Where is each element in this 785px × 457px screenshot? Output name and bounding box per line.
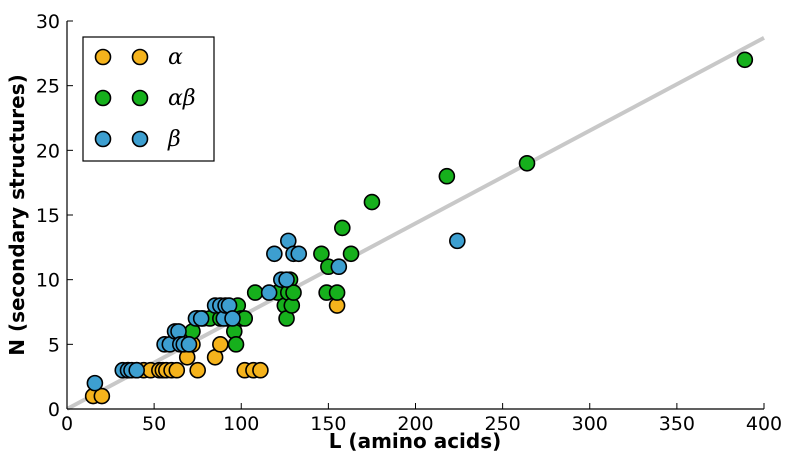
- legend-marker: [131, 48, 149, 66]
- data-point-series-1: [189, 361, 206, 379]
- legend-marker: [94, 48, 112, 66]
- legend: α αβ β: [82, 36, 215, 162]
- x-tick-label: 100: [223, 413, 259, 435]
- data-point-series-1: [168, 361, 186, 379]
- x-tick-label: 50: [142, 413, 166, 435]
- data-point-series-3: [86, 374, 104, 392]
- data-point-series-2: [246, 284, 264, 301]
- data-point-series-3: [266, 245, 283, 263]
- data-point-series-2: [328, 284, 346, 301]
- y-tick-label: 5: [48, 334, 60, 356]
- legend-marker: [131, 130, 149, 148]
- y-tick-label: 30: [36, 11, 60, 33]
- legend-marker: [94, 89, 112, 107]
- legend-label: β: [167, 127, 181, 152]
- data-point-series-1: [93, 387, 111, 405]
- data-point-series-3: [278, 271, 295, 288]
- data-point-series-2: [227, 336, 245, 353]
- y-tick-label: 0: [48, 399, 60, 421]
- data-point-series-3: [260, 284, 278, 301]
- x-tick-label: 150: [310, 413, 346, 435]
- y-axis-label: N (secondary structures): [5, 74, 29, 356]
- data-point-series-2: [342, 245, 360, 263]
- data-point-series-3: [449, 232, 466, 250]
- x-tick-label: 200: [397, 413, 433, 435]
- x-tick-label: 300: [572, 413, 608, 435]
- data-point-series-3: [330, 258, 348, 276]
- data-point-series-2: [334, 219, 351, 237]
- legend-label: α: [168, 45, 183, 70]
- data-point-series-2: [518, 154, 536, 172]
- tick-layer: 0 50 100 150 200 250 300 350 400 0 5 10 15 20 25 30: [36, 11, 782, 435]
- x-axis-label: L (amino acids): [329, 429, 502, 453]
- legend-marker: [94, 130, 112, 148]
- data-point-series-2: [438, 167, 456, 185]
- legend-label: αβ: [168, 86, 196, 111]
- data-point-series-3: [180, 336, 198, 353]
- data-point-series-3: [290, 245, 308, 263]
- y-tick-label: 15: [36, 205, 60, 227]
- data-point-series-2: [285, 284, 302, 301]
- data-point-series-1: [212, 336, 229, 353]
- legend-marker: [131, 89, 149, 107]
- data-point-series-3: [128, 361, 145, 379]
- data-point-series-2: [736, 51, 754, 69]
- data-point-series-3: [192, 310, 210, 327]
- data-point-series-3: [224, 310, 241, 327]
- y-tick-label: 20: [36, 140, 60, 162]
- y-tick-label: 10: [36, 270, 60, 292]
- data-point-series-1: [252, 361, 269, 379]
- data-points-layer: [84, 51, 754, 405]
- x-tick-label: 0: [61, 413, 73, 435]
- x-tick-label: 350: [659, 413, 695, 435]
- data-point-series-2: [363, 193, 381, 211]
- x-tick-label: 400: [746, 413, 782, 435]
- y-tick-label: 25: [36, 76, 60, 98]
- x-tick-label: 250: [484, 413, 520, 435]
- data-point-series-2: [313, 245, 330, 263]
